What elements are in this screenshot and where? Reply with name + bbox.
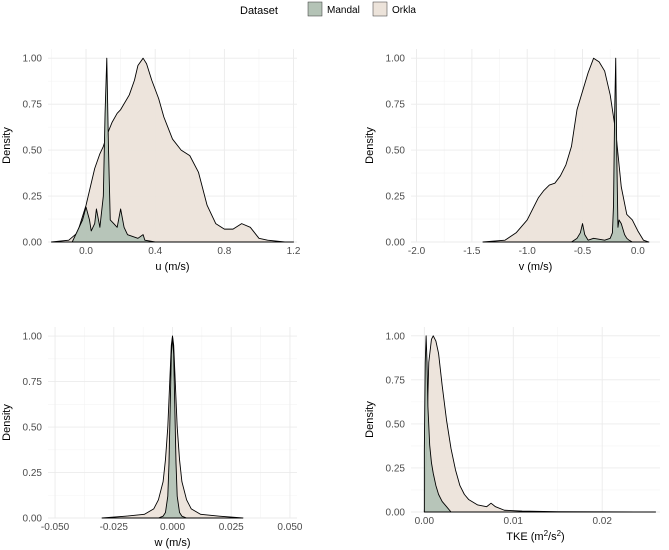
y-axis-title: Density: [1, 404, 13, 441]
x-tick-label: 0.0: [631, 246, 645, 257]
x-tick-label: 0.000: [160, 522, 185, 533]
x-tick-label: -0.050: [41, 522, 70, 533]
x-axis-title: u (m/s): [155, 261, 189, 273]
x-tick-label: 0.01: [504, 516, 524, 527]
x-axis-title: TKE (m2/s2): [506, 529, 564, 543]
y-tick-label: 0.00: [23, 238, 43, 249]
y-tick-label: 1.00: [23, 332, 43, 343]
x-tick-label: 0.050: [277, 522, 302, 533]
y-tick-label: 0.75: [23, 377, 43, 388]
y-tick-label: 0.75: [386, 100, 406, 111]
y-tick-label: 0.25: [23, 468, 43, 479]
y-tick-label: 0.75: [386, 375, 406, 386]
y-tick-label: 0.50: [23, 423, 43, 434]
density-area-mandal: [571, 57, 633, 243]
density-area-mandal: [71, 57, 173, 243]
legend-swatch-mandal: [307, 1, 323, 17]
x-tick-label: -0.5: [574, 246, 592, 257]
x-tick-label: 0.4: [148, 246, 162, 257]
y-tick-label: 0.00: [386, 508, 406, 519]
x-tick-label: 0.025: [219, 522, 244, 533]
x-axis-title: v (m/s): [519, 261, 553, 273]
y-tick-label: 1.00: [23, 54, 43, 65]
x-tick-label: -0.025: [100, 522, 129, 533]
panel-tke: 0.00 0.25 0.50 0.75 1.00 0.00 0.01 0.02 Density T…: [364, 327, 660, 543]
legend: Dataset Mandal Orkla: [240, 1, 416, 17]
density-area-orkla: [423, 335, 656, 513]
x-tick-label: 0.02: [592, 516, 612, 527]
y-axis-title: Density: [1, 127, 13, 164]
y-tick-label: 0.50: [386, 146, 406, 157]
x-tick-label: 0.8: [217, 246, 231, 257]
x-tick-label: -1.5: [463, 246, 481, 257]
x-tick-label: -2.0: [408, 246, 426, 257]
legend-label-mandal: Mandal: [327, 5, 360, 16]
x-tick-label: -1.0: [519, 246, 537, 257]
x-tick-label: 0.00: [415, 516, 435, 527]
legend-swatch-orkla: [372, 1, 388, 17]
panel-v: 0.00 0.25 0.50 0.75 1.00 -2.0 -1.5 -1.0 -0.5 0.0 D…: [364, 49, 660, 273]
y-tick-label: 0.25: [386, 463, 406, 474]
y-tick-label: 0.25: [23, 192, 43, 203]
y-tick-label: 0.50: [386, 419, 406, 430]
legend-label-orkla: Orkla: [392, 5, 416, 16]
y-axis-title: Density: [364, 401, 376, 438]
panel-w: 0.00 0.25 0.50 0.75 1.00 -0.050 -0.025 0.000 0.0…: [1, 327, 303, 549]
x-axis-title: w (m/s): [153, 537, 190, 549]
density-area-mandal: [157, 335, 188, 519]
density-area-mandal: [423, 335, 452, 513]
density-area-orkla: [51, 57, 294, 243]
y-tick-label: 0.00: [386, 238, 406, 249]
y-tick-label: 1.00: [386, 331, 406, 342]
panel-u: 0.00 0.25 0.50 0.75 1.00 0.0 0.4 0.8 1.2 Density u…: [1, 49, 301, 273]
x-tick-label: 1.2: [287, 246, 301, 257]
x-tick-label: 0.0: [79, 246, 93, 257]
y-tick-label: 0.50: [23, 146, 43, 157]
y-tick-label: 0.25: [386, 192, 406, 203]
y-axis-title: Density: [364, 127, 376, 164]
y-tick-label: 0.00: [23, 514, 43, 525]
legend-title: Dataset: [240, 5, 278, 17]
y-tick-label: 0.75: [23, 100, 43, 111]
y-tick-label: 1.00: [386, 54, 406, 65]
density-area-orkla: [482, 57, 650, 243]
